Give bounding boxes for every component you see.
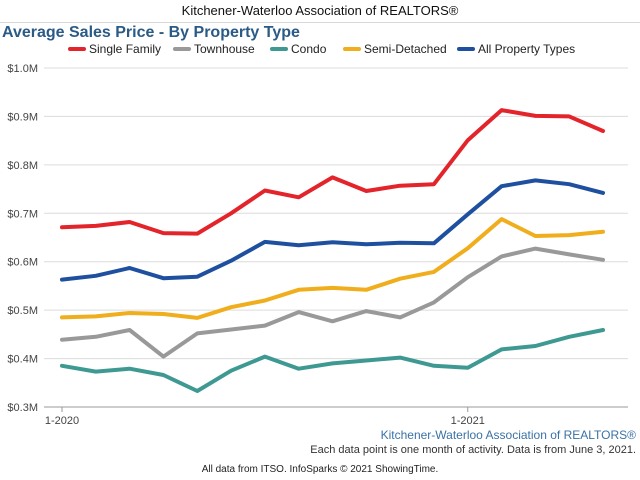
y-tick-label: $0.8M (7, 160, 38, 172)
footer-credit: All data from ITSO. InfoSparks © 2021 Sh… (201, 464, 439, 475)
header-title: Kitchener-Waterloo Association of REALTO… (181, 3, 459, 18)
data-note: Each data point is one month of activity… (310, 444, 636, 456)
y-tick-label: $0.4M (7, 354, 38, 366)
watermark: Kitchener-Waterloo Association of REALTO… (380, 428, 636, 442)
series-line-semi-detached (60, 217, 605, 320)
series-line-townhouse (60, 246, 605, 359)
page-header: Kitchener-Waterloo Association of REALTO… (0, 0, 640, 23)
y-tick-label: $0.9M (7, 111, 38, 123)
chart-title: Average Sales Price - By Property Type (2, 24, 300, 41)
x-tick-label: 1-2021 (451, 415, 485, 427)
series-line-condo (60, 328, 605, 393)
legend-label-single-family: Single Family (89, 42, 161, 56)
x-tick-label: 1-2020 (45, 415, 79, 427)
legend-label-semi-detached: Semi-Detached (364, 42, 447, 56)
legend-label-all-property-types: All Property Types (478, 42, 575, 56)
y-tick-label: $0.5M (7, 305, 38, 317)
y-tick-label: $1.0M (7, 63, 38, 75)
y-tick-label: $0.6M (7, 257, 38, 269)
legend-label-townhouse: Townhouse (194, 42, 255, 56)
series-line-single-family (60, 108, 605, 236)
series-line-all-property-types (60, 178, 605, 282)
line-chart: $0.3M $0.4M $0.5M $0.6M $0.7M $0.8M $0.9M $1.0M… (7, 42, 628, 427)
y-tick-label: $0.7M (7, 208, 38, 220)
legend-label-condo: Condo (291, 42, 327, 56)
y-tick-label: $0.3M (7, 402, 38, 414)
